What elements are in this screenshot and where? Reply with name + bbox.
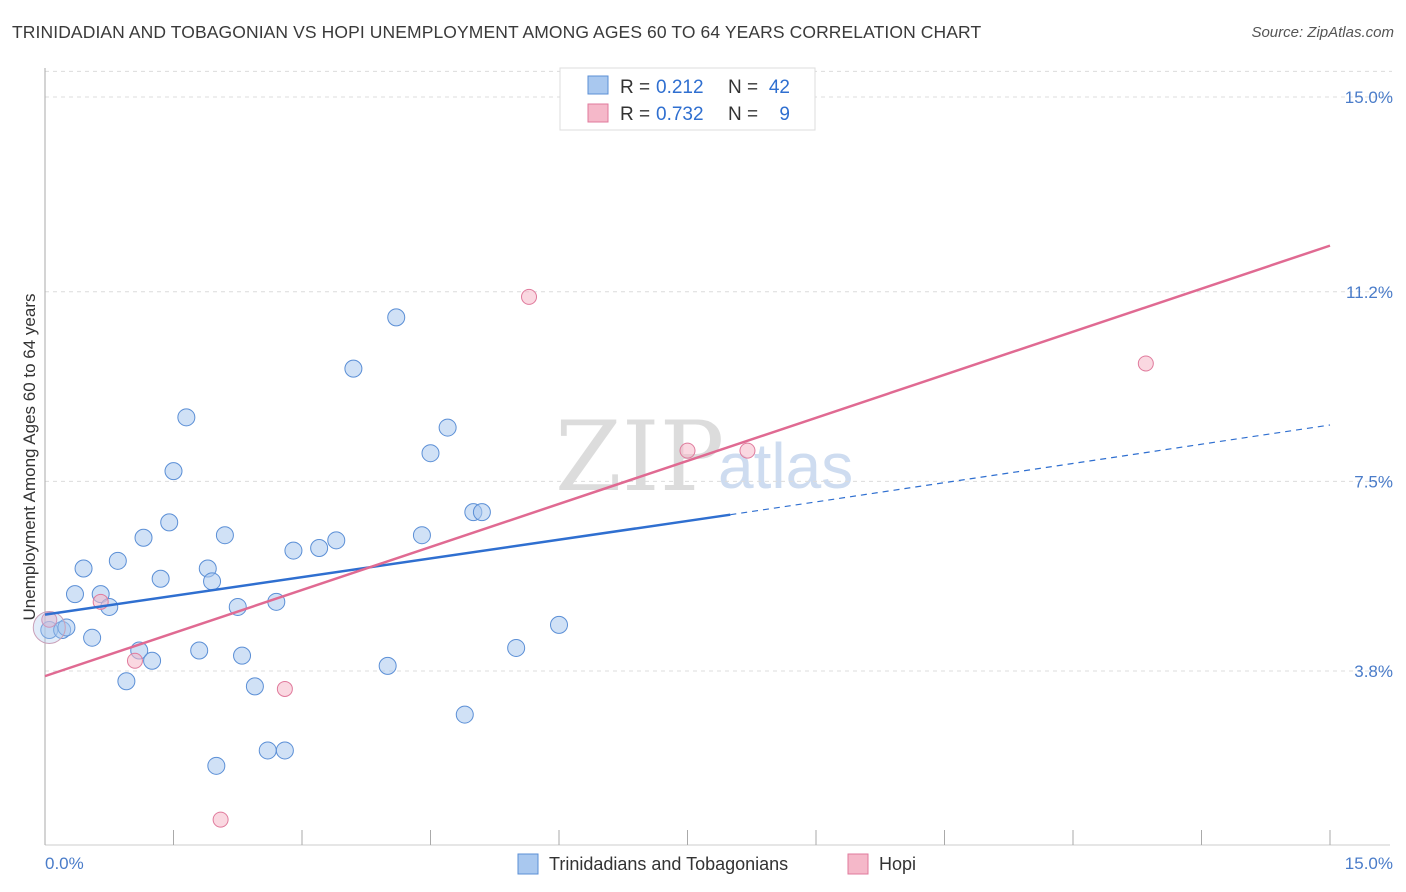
point-trinidadian: [258, 741, 277, 760]
legend-label-trinidadian: Trinidadians and Tobagonians: [549, 854, 788, 874]
y-tick-label: 7.5%: [1354, 472, 1393, 491]
trend-line-trinidadian: [44, 513, 731, 616]
trend-line-hopi: [44, 244, 1331, 678]
legend-top-n-label-1: N =: [728, 77, 758, 98]
point-trinidadian: [65, 585, 84, 604]
point-trinidadian: [207, 756, 226, 775]
legend-top-n-label-2: N =: [728, 104, 758, 125]
x-tick-label-min: 0.0%: [45, 854, 84, 873]
point-trinidadian: [160, 513, 179, 532]
legend-top: R = 0.212 N = 42 R = 0.732 N = 9: [559, 67, 816, 131]
point-hopi: [212, 811, 229, 828]
point-trinidadian: [310, 539, 329, 557]
legend-swatch-trinidadian: [517, 853, 539, 875]
point-trinidadian: [57, 618, 76, 637]
point-trinidadian: [190, 641, 209, 660]
y-tick-label: 3.8%: [1354, 662, 1393, 681]
point-trinidadian: [215, 526, 234, 545]
watermark: ZIP atlas: [555, 401, 853, 513]
point-trinidadian: [83, 628, 102, 647]
y-tick-label: 11.2%: [1346, 283, 1393, 302]
y-axis-label: Unemployment Among Ages 60 to 64 years: [20, 294, 39, 621]
point-trinidadian: [108, 551, 127, 570]
point-trinidadian: [438, 418, 457, 437]
point-trinidadian: [164, 462, 183, 481]
watermark-atlas-text: atlas: [718, 430, 853, 502]
legend-top-n-value-1: 42: [769, 77, 790, 98]
point-trinidadian: [143, 651, 162, 670]
point-trinidadian: [151, 569, 170, 588]
point-trinidadian: [177, 408, 196, 427]
legend-top-swatch-trinidadian: [587, 75, 609, 95]
point-trinidadian: [378, 656, 397, 675]
point-trinidadian: [421, 444, 440, 463]
point-hopi: [126, 652, 143, 669]
point-trinidadian: [507, 638, 526, 657]
point-hopi: [739, 442, 756, 459]
legend-top-r-label-2: R =: [620, 104, 650, 125]
legend-top-r-label-1: R =: [620, 77, 650, 98]
legend-label-hopi: Hopi: [879, 854, 916, 874]
y-tick-labels: 3.8% 7.5% 11.2% 15.0%: [1345, 88, 1393, 681]
point-trinidadian: [134, 528, 153, 547]
legend-top-r-value-1: 0.212: [656, 77, 704, 98]
point-trinidadian: [117, 672, 136, 691]
point-trinidadian: [412, 526, 431, 545]
legend-top-swatch-hopi: [587, 103, 609, 123]
point-trinidadian: [203, 572, 222, 591]
point-trinidadian: [344, 359, 363, 378]
point-hopi: [41, 611, 58, 628]
point-trinidadian: [387, 308, 406, 327]
point-trinidadian: [327, 531, 346, 550]
point-hopi: [679, 442, 696, 459]
point-hopi: [1137, 355, 1154, 372]
point-trinidadian: [550, 615, 568, 634]
source-credit: Source: ZipAtlas.com: [1251, 24, 1394, 41]
point-hopi: [276, 680, 293, 697]
point-hopi: [521, 288, 538, 305]
point-trinidadian: [472, 503, 491, 522]
legend-swatch-hopi: [847, 853, 869, 875]
trend-line-trinidadian-extension: [730, 424, 1331, 516]
point-trinidadian: [233, 646, 252, 665]
point-trinidadian: [74, 559, 93, 578]
legend-top-r-value-2: 0.732: [656, 104, 704, 125]
point-cluster-origin: [32, 610, 66, 644]
gridlines: [45, 70, 1392, 672]
point-trinidadian: [284, 541, 303, 560]
point-trinidadian: [455, 705, 474, 724]
point-trinidadian: [245, 677, 264, 696]
legend-bottom: Trinidadians and Tobagonians Hopi: [517, 853, 916, 875]
point-trinidadian: [275, 741, 294, 760]
data-points: [32, 288, 1154, 828]
y-tick-label: 15.0%: [1345, 88, 1393, 107]
legend-top-n-value-2: 9: [779, 104, 790, 125]
trend-lines: [44, 244, 1331, 678]
x-axis-ticks: [44, 830, 1331, 845]
x-tick-label-max: 15.0%: [1345, 854, 1393, 873]
chart-title: TRINIDADIAN AND TOBAGONIAN VS HOPI UNEMP…: [12, 22, 982, 42]
